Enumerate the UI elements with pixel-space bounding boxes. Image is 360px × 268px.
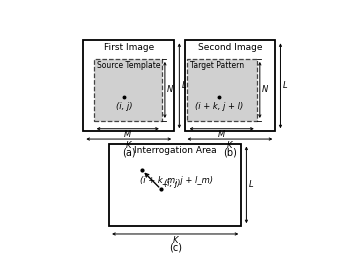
Text: (b): (b) — [223, 148, 237, 158]
Text: L: L — [283, 81, 287, 90]
Text: Source Template: Source Template — [97, 61, 160, 70]
Text: K: K — [126, 141, 131, 150]
Text: (i, j): (i, j) — [165, 179, 181, 188]
Text: Target Pattern: Target Pattern — [190, 61, 244, 70]
Text: L: L — [248, 180, 253, 189]
Text: Second Image: Second Image — [198, 43, 262, 52]
Bar — [94, 59, 162, 121]
Text: (i + k, j + l): (i + k, j + l) — [195, 102, 244, 111]
Text: N: N — [262, 85, 268, 94]
Text: (a): (a) — [122, 148, 136, 158]
Text: (i + k_m, j + l_m): (i + k_m, j + l_m) — [140, 176, 213, 185]
Text: L: L — [181, 81, 186, 90]
Bar — [186, 59, 257, 121]
Text: (c): (c) — [169, 243, 182, 253]
Text: M: M — [218, 131, 225, 139]
Bar — [185, 40, 275, 131]
Bar — [109, 144, 241, 226]
Text: (i, j): (i, j) — [116, 102, 133, 111]
Text: M: M — [124, 131, 131, 139]
Text: K: K — [227, 141, 233, 150]
Bar — [84, 40, 174, 131]
Text: First Image: First Image — [104, 43, 154, 52]
Text: K: K — [172, 236, 178, 245]
Text: N: N — [167, 85, 173, 94]
Text: Interrogation Area: Interrogation Area — [134, 146, 216, 155]
